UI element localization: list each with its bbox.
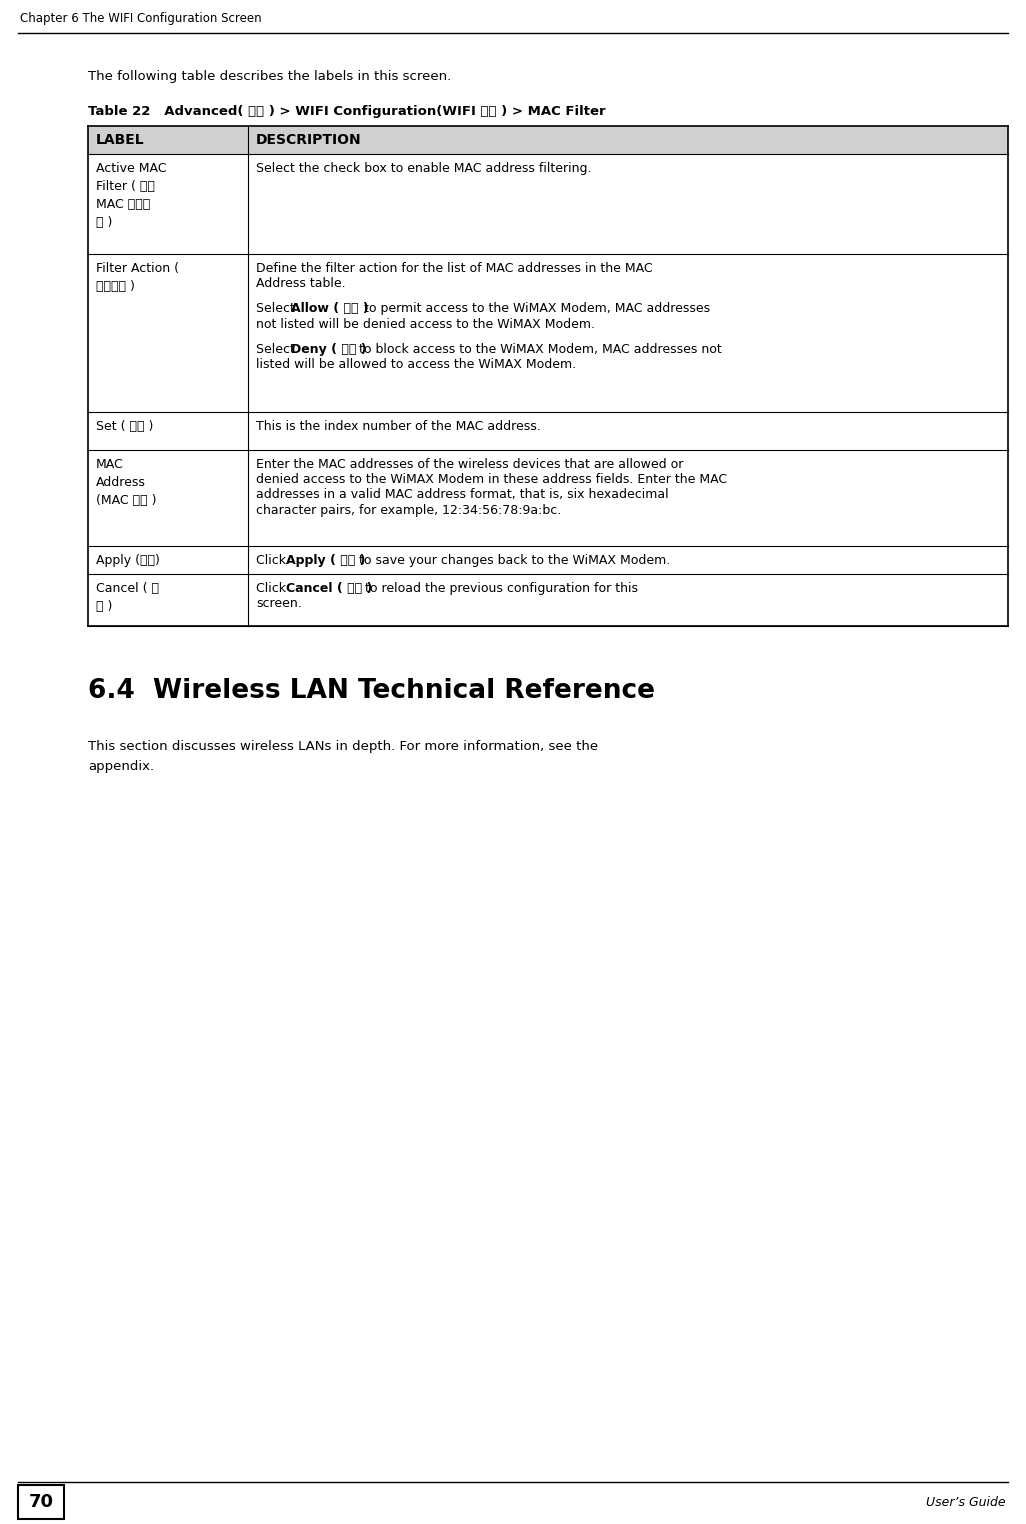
Text: This is the index number of the MAC address.: This is the index number of the MAC addr… bbox=[256, 421, 541, 433]
Text: MAC
Address
(MAC 位址 ): MAC Address (MAC 位址 ) bbox=[96, 459, 157, 507]
Text: DESCRIPTION: DESCRIPTION bbox=[256, 133, 361, 146]
Bar bbox=[88, 575, 1008, 626]
Text: Apply (套用): Apply (套用) bbox=[96, 555, 160, 567]
Text: Set ( 設定 ): Set ( 設定 ) bbox=[96, 421, 153, 433]
Text: User’s Guide: User’s Guide bbox=[926, 1495, 1007, 1509]
Text: Cancel ( 重設 ): Cancel ( 重設 ) bbox=[286, 582, 372, 594]
Text: Table 22   Advanced( 進階 ) > WIFI Configuration(WIFI 設定 ) > MAC Filter: Table 22 Advanced( 進階 ) > WIFI Configura… bbox=[88, 105, 605, 117]
Text: to save your changes back to the WiMAX Modem.: to save your changes back to the WiMAX M… bbox=[355, 555, 671, 567]
Text: Filter Action (
過濾動作 ): Filter Action ( 過濾動作 ) bbox=[96, 262, 179, 293]
Text: Click: Click bbox=[256, 555, 290, 567]
Text: to block access to the WiMAX Modem, MAC addresses not: to block access to the WiMAX Modem, MAC … bbox=[355, 343, 721, 355]
Bar bbox=[88, 546, 1008, 575]
Bar bbox=[88, 154, 1008, 255]
Text: Deny ( 拒絕 ): Deny ( 拒絕 ) bbox=[291, 343, 367, 355]
Text: Chapter 6 The WIFI Configuration Screen: Chapter 6 The WIFI Configuration Screen bbox=[19, 12, 262, 24]
Text: Active MAC
Filter ( 啟用
MAC 位址過
濃 ): Active MAC Filter ( 啟用 MAC 位址過 濃 ) bbox=[96, 162, 166, 229]
Text: 70: 70 bbox=[29, 1494, 53, 1510]
Text: not listed will be denied access to the WiMAX Modem.: not listed will be denied access to the … bbox=[256, 317, 595, 331]
Text: appendix.: appendix. bbox=[88, 760, 154, 773]
Text: denied access to the WiMAX Modem in these address fields. Enter the MAC: denied access to the WiMAX Modem in thes… bbox=[256, 472, 727, 486]
Text: Allow ( 允許 ): Allow ( 允許 ) bbox=[291, 302, 369, 315]
Bar bbox=[88, 411, 1008, 450]
Text: Click: Click bbox=[256, 582, 290, 594]
Bar bbox=[88, 126, 1008, 154]
Bar bbox=[88, 450, 1008, 546]
Text: Cancel ( 重
設 ): Cancel ( 重 設 ) bbox=[96, 582, 159, 613]
Text: Address table.: Address table. bbox=[256, 277, 346, 290]
Text: Apply ( 套用 ): Apply ( 套用 ) bbox=[286, 555, 365, 567]
Text: character pairs, for example, 12:34:56:78:9a:bc.: character pairs, for example, 12:34:56:7… bbox=[256, 503, 561, 517]
Text: 6.4  Wireless LAN Technical Reference: 6.4 Wireless LAN Technical Reference bbox=[88, 678, 655, 704]
Text: Select the check box to enable MAC address filtering.: Select the check box to enable MAC addre… bbox=[256, 162, 592, 175]
Bar bbox=[88, 255, 1008, 411]
Text: to reload the previous configuration for this: to reload the previous configuration for… bbox=[361, 582, 638, 594]
Text: The following table describes the labels in this screen.: The following table describes the labels… bbox=[88, 70, 451, 82]
Text: Select: Select bbox=[256, 302, 299, 315]
Text: listed will be allowed to access the WiMAX Modem.: listed will be allowed to access the WiM… bbox=[256, 358, 577, 370]
Text: Enter the MAC addresses of the wireless devices that are allowed or: Enter the MAC addresses of the wireless … bbox=[256, 459, 683, 471]
Text: to permit access to the WiMAX Modem, MAC addresses: to permit access to the WiMAX Modem, MAC… bbox=[360, 302, 711, 315]
Text: addresses in a valid MAC address format, that is, six hexadecimal: addresses in a valid MAC address format,… bbox=[256, 488, 669, 501]
Text: Define the filter action for the list of MAC addresses in the MAC: Define the filter action for the list of… bbox=[256, 262, 653, 274]
Text: screen.: screen. bbox=[256, 597, 302, 610]
Text: Select: Select bbox=[256, 343, 299, 355]
Text: LABEL: LABEL bbox=[96, 133, 145, 146]
Bar bbox=[18, 1484, 64, 1519]
Text: This section discusses wireless LANs in depth. For more information, see the: This section discusses wireless LANs in … bbox=[88, 741, 598, 753]
